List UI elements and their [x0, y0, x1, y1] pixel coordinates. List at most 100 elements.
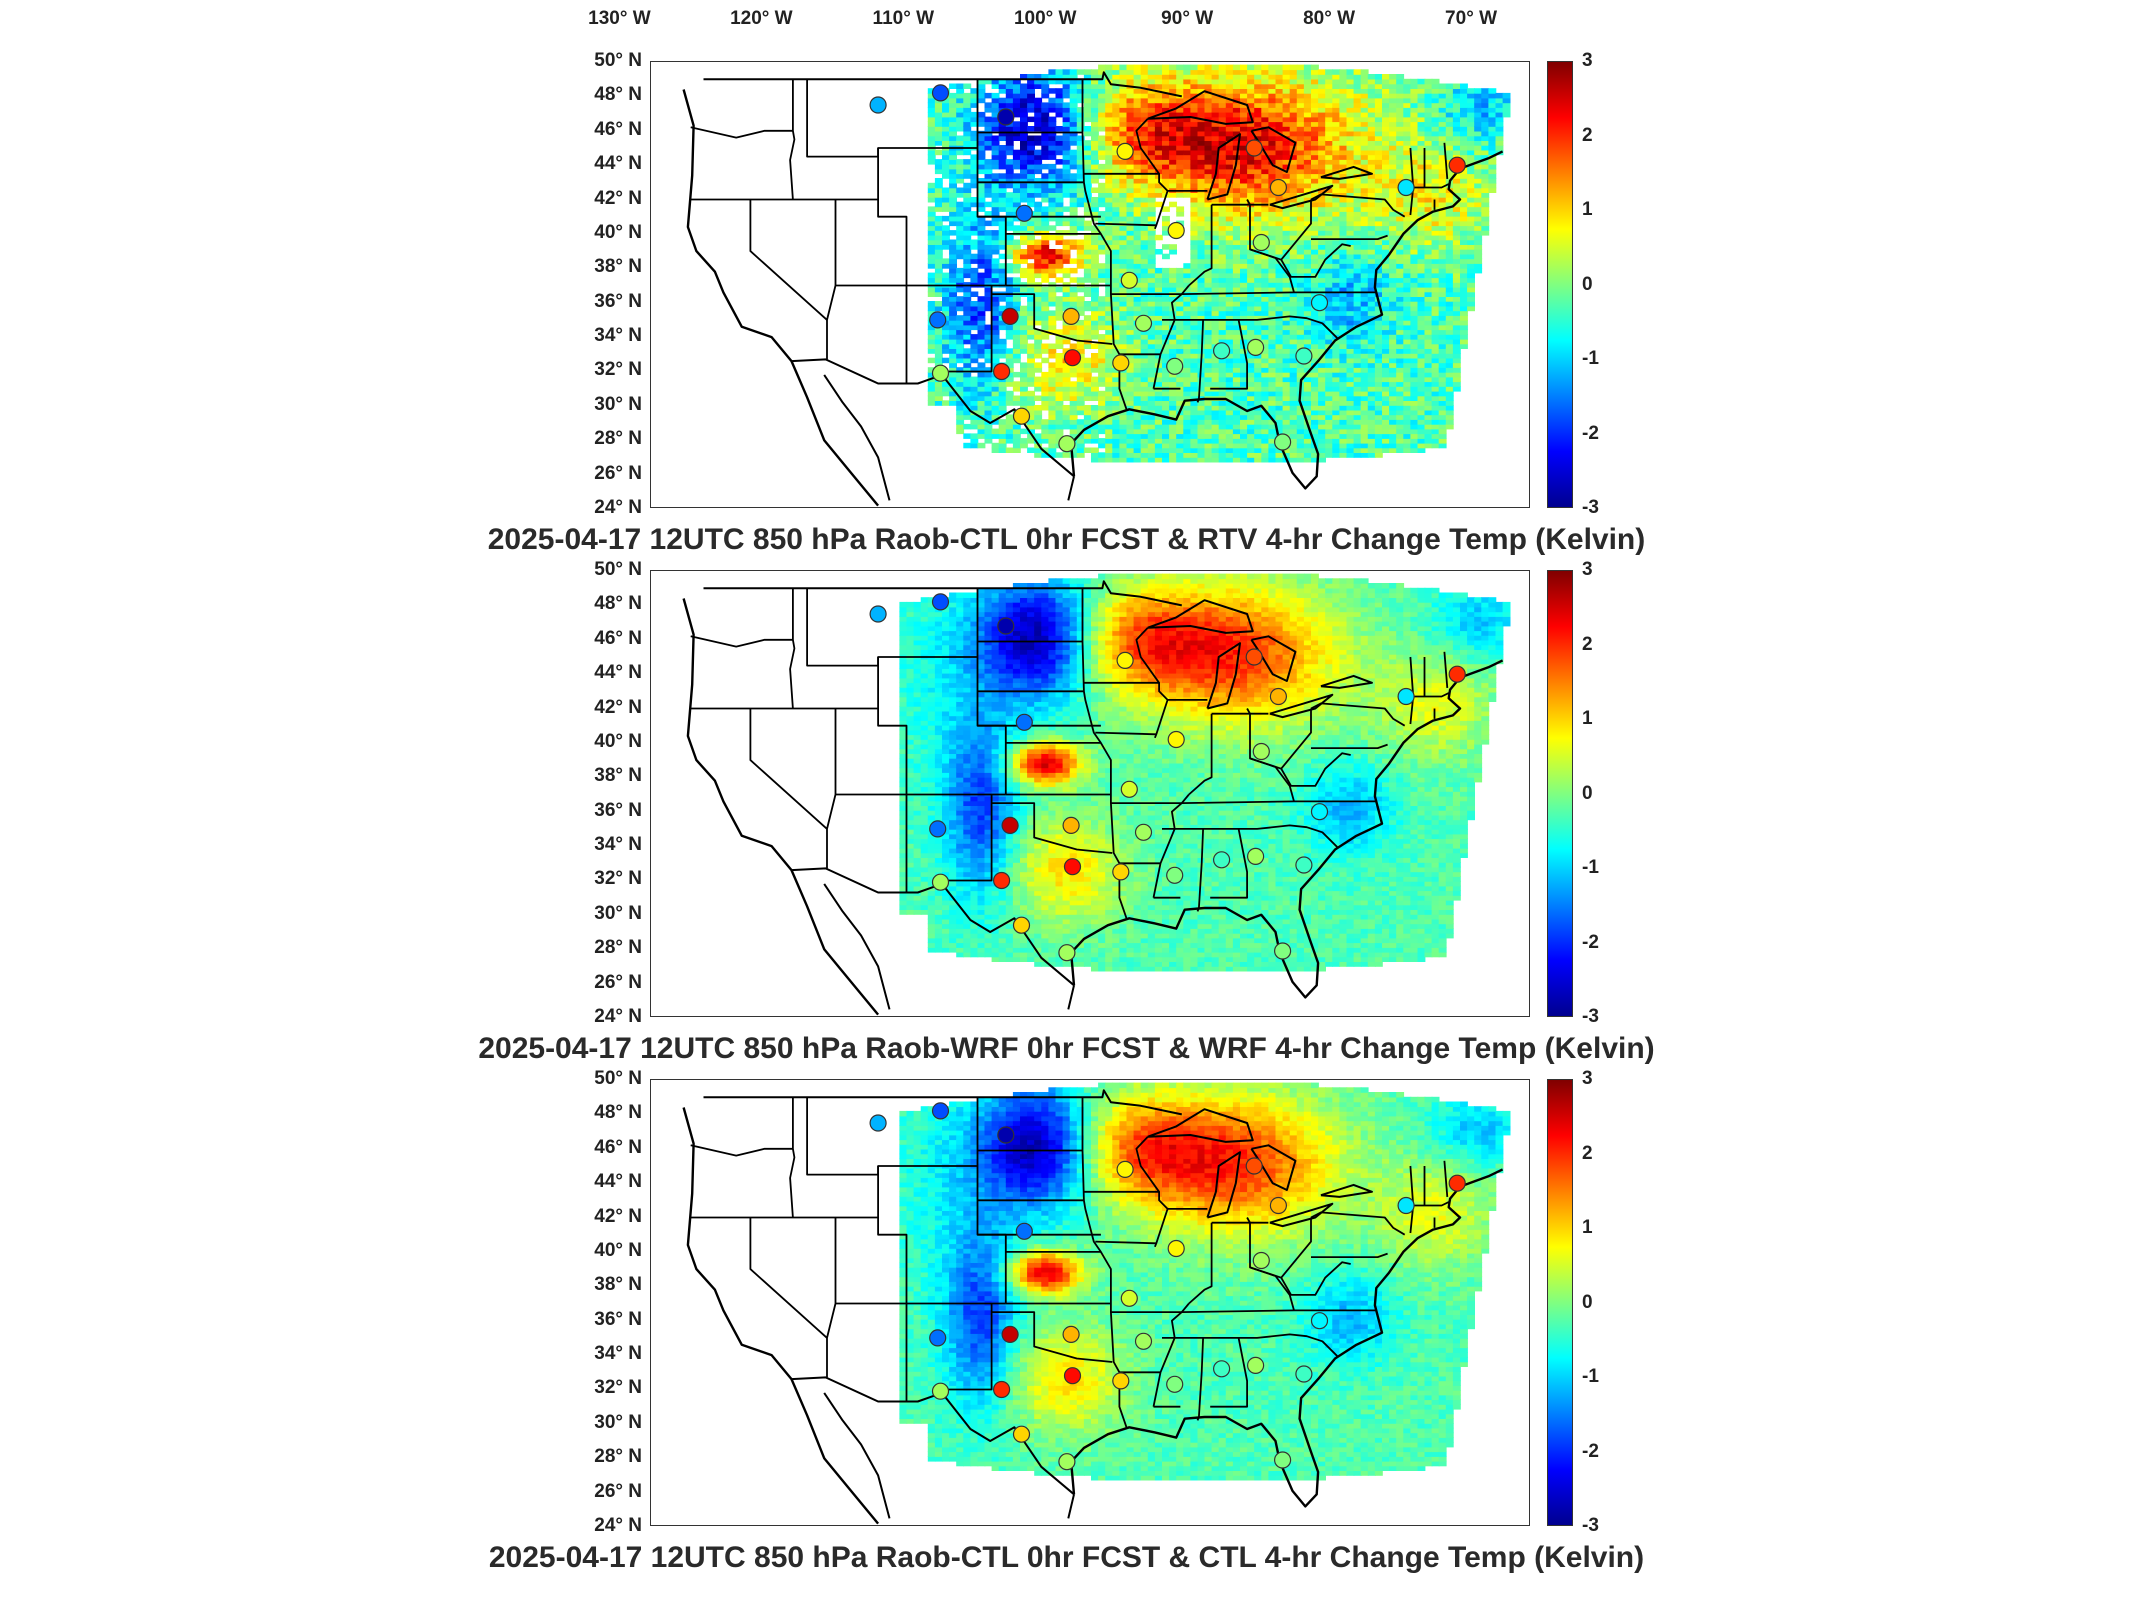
lat-tick-label: 36° N — [594, 290, 642, 312]
raob-station-marker — [1166, 1375, 1184, 1393]
raob-station-marker — [931, 873, 950, 891]
state-boundary — [690, 126, 793, 139]
raob-station-marker — [1166, 357, 1184, 375]
raob-station-marker — [997, 1126, 1015, 1144]
raob-station-marker — [1245, 1157, 1263, 1175]
colorbar-tick-label: -1 — [1582, 348, 1599, 369]
raob-station-marker — [1001, 1325, 1019, 1343]
raob-station-marker — [1167, 1239, 1185, 1258]
raob-station-marker — [1310, 1312, 1329, 1330]
raob-station-marker — [1252, 742, 1270, 761]
state-boundary — [789, 79, 796, 200]
state-boundary — [1249, 1266, 1295, 1311]
state-boundary — [1249, 1217, 1312, 1279]
state-boundary — [690, 635, 793, 648]
colorbar — [1547, 61, 1573, 508]
state-boundary — [1095, 1240, 1157, 1245]
colorbar-tick-label: -2 — [1582, 931, 1599, 953]
map-panel-1: 50° N 48° N 46° N 44° N 42° N 40° N 38° N 36° N… — [0, 50, 2133, 570]
lat-tick-label: 32° N — [594, 359, 642, 381]
raob-station-marker — [1212, 851, 1231, 869]
baja-coastline — [823, 883, 891, 1010]
raob-station-marker — [1120, 1289, 1138, 1307]
mexico-coastline — [1067, 1494, 1075, 1519]
lat-tick-label: 44° N — [594, 153, 642, 175]
state-boundary — [1188, 204, 1213, 287]
lat-tick-label: 36° N — [594, 799, 642, 821]
state-boundary — [877, 657, 908, 893]
great-lake-outline — [1206, 133, 1241, 201]
state-boundary — [749, 1217, 828, 1339]
raob-station-marker — [1246, 1356, 1265, 1374]
state-boundary — [877, 148, 908, 384]
lat-tick-label: 26° N — [594, 1480, 642, 1502]
lat-tick-label: 30° N — [594, 902, 642, 924]
lat-tick-label: 44° N — [594, 1171, 642, 1193]
lat-tick-label: 50° N — [594, 559, 642, 580]
colorbar — [1547, 570, 1573, 1017]
raob-station-marker — [1269, 1196, 1288, 1215]
state-boundary — [1249, 248, 1295, 293]
raob-station-marker — [931, 1382, 950, 1400]
colorbar-tick-label: -2 — [1582, 422, 1599, 444]
state-boundary — [1249, 199, 1312, 261]
state-boundary — [1246, 708, 1251, 715]
lon-tick-label: 130° W — [588, 8, 651, 29]
state-boundary — [1210, 1337, 1248, 1408]
state-boundary — [1135, 118, 1160, 175]
raob-station-marker — [1112, 1372, 1130, 1390]
canada-border — [703, 580, 1183, 607]
raob-station-marker — [1166, 866, 1184, 884]
lat-tick-label: 36° N — [594, 1308, 642, 1330]
raob-station-marker — [1062, 307, 1080, 325]
raob-station-marker — [1273, 433, 1292, 451]
lat-tick-label: 34° N — [594, 834, 642, 856]
state-boundary — [1181, 1309, 1377, 1313]
raob-station-marker — [1012, 1425, 1031, 1443]
great-lake-outline — [1250, 1144, 1297, 1191]
state-boundary — [806, 588, 978, 667]
raob-station-marker — [929, 820, 947, 838]
state-boundary — [1210, 828, 1248, 899]
state-boundary — [1413, 1201, 1450, 1207]
raob-station-marker — [1273, 1451, 1292, 1469]
raob-station-marker — [1015, 713, 1033, 731]
state-boundary — [1249, 708, 1312, 770]
colorbar-tick-label: 0 — [1582, 273, 1593, 295]
colorbar-tick-label: 2 — [1582, 633, 1593, 655]
lat-tick-label: 48° N — [594, 84, 642, 106]
state-boundary — [1311, 1252, 1388, 1259]
state-boundary — [789, 1097, 796, 1218]
raob-station-marker — [993, 1380, 1011, 1399]
raob-station-marker — [997, 108, 1015, 126]
state-boundary — [1246, 1217, 1251, 1224]
raob-station-marker — [1120, 780, 1138, 798]
lat-tick-label: 32° N — [594, 1377, 642, 1399]
raob-station-marker — [1015, 204, 1033, 222]
raob-station-marker — [1058, 435, 1076, 453]
raob-station-marker — [993, 871, 1011, 890]
state-boundary — [1413, 692, 1450, 698]
colorbar-tick-label: 2 — [1582, 1142, 1593, 1164]
great-lake-outline — [1320, 165, 1373, 180]
state-boundary — [1310, 702, 1406, 727]
colorbar-tick-label: 3 — [1582, 50, 1593, 71]
lat-tick-label: 26° N — [594, 462, 642, 484]
colorbar-tick-label: -1 — [1582, 1366, 1599, 1387]
raob-station-marker — [869, 605, 887, 623]
state-boundary — [1413, 183, 1450, 189]
raob-station-marker — [1134, 823, 1153, 841]
raob-station-marker — [1058, 1453, 1076, 1471]
state-boundary — [1280, 1261, 1351, 1296]
raob-station-marker — [1295, 1365, 1313, 1383]
great-lake-outline — [1206, 642, 1241, 710]
raob-station-marker — [1001, 816, 1019, 834]
state-boundary — [1196, 398, 1200, 403]
state-boundary — [1310, 1211, 1406, 1236]
raob-station-marker — [1116, 1160, 1134, 1179]
raob-station-marker — [869, 96, 887, 114]
lat-tick-label: 30° N — [594, 393, 642, 415]
raob-station-marker — [1063, 1367, 1082, 1385]
raob-station-marker — [1012, 916, 1031, 934]
state-boundary — [1188, 1222, 1213, 1305]
